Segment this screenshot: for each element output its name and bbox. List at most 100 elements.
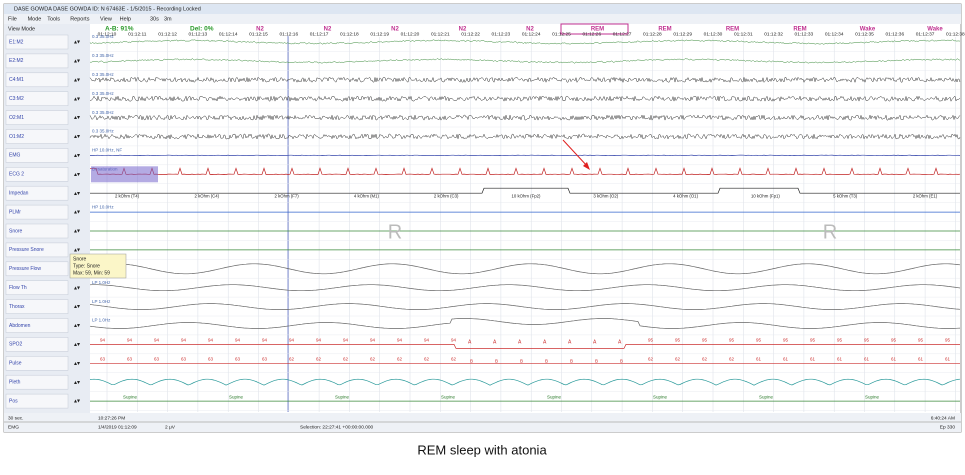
time-label: 01:12:29 — [673, 31, 692, 37]
status-date: 1/4/2019 01:12:09 — [98, 424, 137, 430]
position-label: Supine — [653, 394, 668, 399]
rem-marker: R — [388, 221, 402, 243]
channel-scroll[interactable]: ▴▾ — [74, 247, 80, 253]
menu-item[interactable]: Help — [120, 16, 131, 22]
pulse-value: 63 — [181, 356, 187, 361]
position-label: Supine — [123, 394, 138, 399]
pulse-value: 61 — [918, 356, 924, 361]
spo2-value: 94 — [235, 338, 241, 343]
spo2-value: 95 — [702, 338, 708, 343]
status-epoch-length: 30 sec. — [8, 415, 23, 421]
channel-label: PLMr — [9, 209, 21, 215]
time-label: 01:12:25 — [552, 31, 571, 37]
menu-item[interactable]: Tools — [47, 16, 60, 22]
channel-label: EMG — [9, 153, 21, 159]
spo2-value: 94 — [370, 338, 376, 343]
channel-label: Pulse — [9, 361, 22, 367]
channel-scroll[interactable]: ▴▾ — [74, 58, 80, 64]
status-scale: 2 μV — [165, 424, 176, 430]
spo2-value: 95 — [783, 338, 789, 343]
impedance-label: 2 kOhm (F7) — [275, 193, 300, 198]
impedance-label: 2 kOhm (T4) — [115, 193, 140, 198]
channel-label: C4:M1 — [9, 77, 24, 83]
channel-scroll[interactable]: ▴▾ — [74, 380, 80, 386]
pulse-value: 62 — [702, 356, 708, 361]
time-label: 01:12:19 — [370, 31, 389, 37]
spo2-value: 94 — [208, 338, 214, 343]
impedance-label: 10 kOhm (Fp1) — [751, 193, 780, 198]
spo2-value: 94 — [343, 338, 349, 343]
menu-item[interactable]: Mode — [28, 16, 42, 22]
time-label: 01:12:33 — [795, 31, 814, 37]
snore-popup-line: Snore — [73, 256, 87, 262]
menu-item[interactable]: View — [100, 16, 112, 22]
spo2-value: 94 — [451, 338, 457, 343]
channel-scroll[interactable]: ▴▾ — [74, 172, 80, 178]
channel-scroll[interactable]: ▴▾ — [74, 399, 80, 405]
channel-filter: 0.3 35.0Hz — [92, 72, 115, 77]
pulse-event: B — [545, 358, 548, 363]
snore-popup-line: Max: 59, Min: 59 — [73, 270, 110, 276]
position-label: Supine — [547, 394, 562, 399]
spo2-value: 94 — [397, 338, 403, 343]
spo2-value: 94 — [289, 338, 295, 343]
menu-item[interactable]: File — [8, 16, 17, 22]
spo2-value: 94 — [154, 338, 160, 343]
channel-scroll[interactable]: ▴▾ — [74, 134, 80, 140]
time-label: 01:12:22 — [461, 31, 480, 37]
time-label: 01:12:31 — [734, 31, 753, 37]
time-label: 01:12:17 — [310, 31, 329, 37]
impedance-label: 5 kOhm (T3) — [833, 193, 858, 198]
toolbar-button[interactable]: 30s — [150, 16, 159, 22]
channel-label: ECG 2 — [9, 172, 24, 178]
status-start: 10:27:26 PM — [98, 415, 125, 421]
pulse-value: 61 — [837, 356, 843, 361]
time-label: 01:12:34 — [825, 31, 844, 37]
screenshot: DASE GOWDA DASE GOWDA ID: N 67463E - 1/5… — [0, 0, 965, 470]
channel-scroll[interactable]: ▴▾ — [74, 115, 80, 121]
channel-label: Pressure Snore — [9, 247, 44, 253]
position-label: Supine — [335, 394, 350, 399]
spo2-value: 95 — [648, 338, 654, 343]
time-label: 01:12:32 — [764, 31, 783, 37]
status-epoch: Ep 330 — [940, 424, 956, 430]
channel-scroll[interactable]: ▴▾ — [74, 361, 80, 367]
impedance-label: 10 kOhm (Fp2) — [512, 193, 541, 198]
channel-label: O1:M2 — [9, 134, 24, 140]
time-label: 01:12:24 — [522, 31, 541, 37]
channel-scroll[interactable]: ▴▾ — [74, 229, 80, 235]
pulse-value: 61 — [891, 356, 897, 361]
channel-scroll[interactable]: ▴▾ — [74, 210, 80, 216]
channel-label: O2:M1 — [9, 115, 24, 121]
channel-scroll[interactable]: ▴▾ — [74, 342, 80, 348]
channel-filter: LP 1.0Hz — [92, 318, 111, 323]
pulse-value: 61 — [864, 356, 870, 361]
channel-scroll[interactable]: ▴▾ — [74, 153, 80, 159]
time-label: 01:12:16 — [279, 31, 298, 37]
impedance-label: 2 kOhm (E1) — [913, 193, 938, 198]
toolbar-button[interactable]: 3m — [164, 16, 172, 22]
pulse-value: 61 — [810, 356, 816, 361]
menu-item[interactable]: Reports — [70, 16, 90, 22]
time-label: 01:12:38 — [946, 31, 965, 37]
channel-scroll[interactable]: ▴▾ — [74, 191, 80, 197]
channel-label: E2:M2 — [9, 58, 24, 64]
pulse-event: B — [470, 358, 473, 363]
status-channel: EMG — [8, 424, 19, 430]
pulse-value: 62 — [343, 356, 349, 361]
position-label: Supine — [229, 394, 244, 399]
channel-scroll[interactable]: ▴▾ — [74, 304, 80, 310]
channel-scroll[interactable]: ▴▾ — [74, 285, 80, 291]
channel-scroll[interactable]: ▴▾ — [74, 323, 80, 329]
page: DASE GOWDA DASE GOWDA ID: N 67463E - 1/5… — [0, 0, 965, 475]
channel-scroll[interactable]: ▴▾ — [74, 96, 80, 102]
pulse-value: 62 — [397, 356, 403, 361]
position-label: Supine — [865, 394, 880, 399]
channel-scroll[interactable]: ▴▾ — [74, 77, 80, 83]
channel-label: Snore — [9, 228, 23, 234]
channel-filter: 0.3 35.0Hz — [92, 53, 115, 58]
channel-scroll[interactable]: ▴▾ — [74, 40, 80, 46]
pulse-value: 62 — [424, 356, 430, 361]
position-label: Supine — [759, 394, 774, 399]
menu-bar — [4, 14, 961, 24]
